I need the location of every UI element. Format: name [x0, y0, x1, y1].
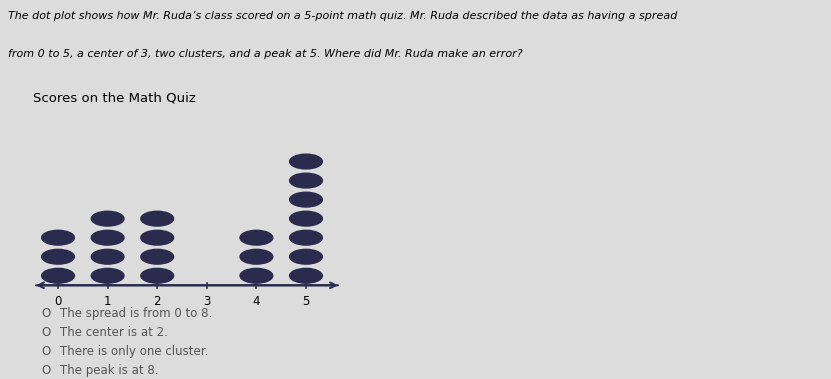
Text: The center is at 2.: The center is at 2.: [60, 326, 168, 339]
Circle shape: [240, 230, 273, 245]
Circle shape: [290, 230, 322, 245]
Circle shape: [240, 249, 273, 264]
Text: 3: 3: [203, 295, 210, 309]
Circle shape: [290, 192, 322, 207]
Circle shape: [42, 249, 75, 264]
Text: from 0 to 5, a center of 3, two clusters, and a peak at 5. Where did Mr. Ruda ma: from 0 to 5, a center of 3, two clusters…: [8, 49, 523, 59]
Circle shape: [91, 230, 124, 245]
Circle shape: [290, 173, 322, 188]
Text: 2: 2: [154, 295, 161, 309]
Circle shape: [91, 268, 124, 283]
Circle shape: [140, 211, 174, 226]
Text: Scores on the Math Quiz: Scores on the Math Quiz: [33, 91, 196, 104]
Text: O: O: [42, 364, 51, 377]
Text: The spread is from 0 to 8.: The spread is from 0 to 8.: [60, 307, 212, 320]
Circle shape: [140, 249, 174, 264]
Circle shape: [42, 230, 75, 245]
Circle shape: [290, 249, 322, 264]
Circle shape: [290, 268, 322, 283]
Text: O: O: [42, 326, 51, 339]
Circle shape: [290, 154, 322, 169]
Circle shape: [290, 211, 322, 226]
Circle shape: [140, 268, 174, 283]
Circle shape: [140, 230, 174, 245]
Text: O: O: [42, 307, 51, 320]
Text: 1: 1: [104, 295, 111, 309]
Text: There is only one cluster.: There is only one cluster.: [60, 345, 209, 358]
Circle shape: [240, 268, 273, 283]
Text: 0: 0: [54, 295, 61, 309]
Circle shape: [42, 268, 75, 283]
Text: 5: 5: [302, 295, 310, 309]
Text: The peak is at 8.: The peak is at 8.: [60, 364, 159, 377]
Text: O: O: [42, 345, 51, 358]
Text: The dot plot shows how Mr. Ruda’s class scored on a 5-point math quiz. Mr. Ruda : The dot plot shows how Mr. Ruda’s class …: [8, 11, 678, 21]
Text: 4: 4: [253, 295, 260, 309]
Circle shape: [91, 249, 124, 264]
Circle shape: [91, 211, 124, 226]
